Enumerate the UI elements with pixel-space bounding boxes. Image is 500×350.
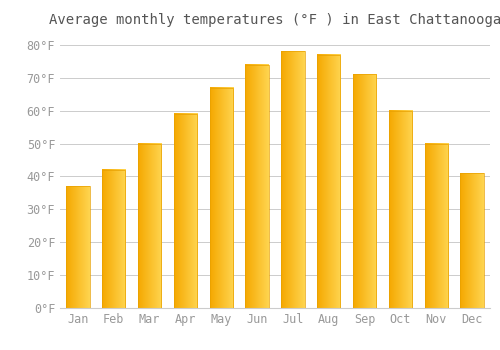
Title: Average monthly temperatures (°F ) in East Chattanooga: Average monthly temperatures (°F ) in Ea…: [49, 13, 500, 27]
